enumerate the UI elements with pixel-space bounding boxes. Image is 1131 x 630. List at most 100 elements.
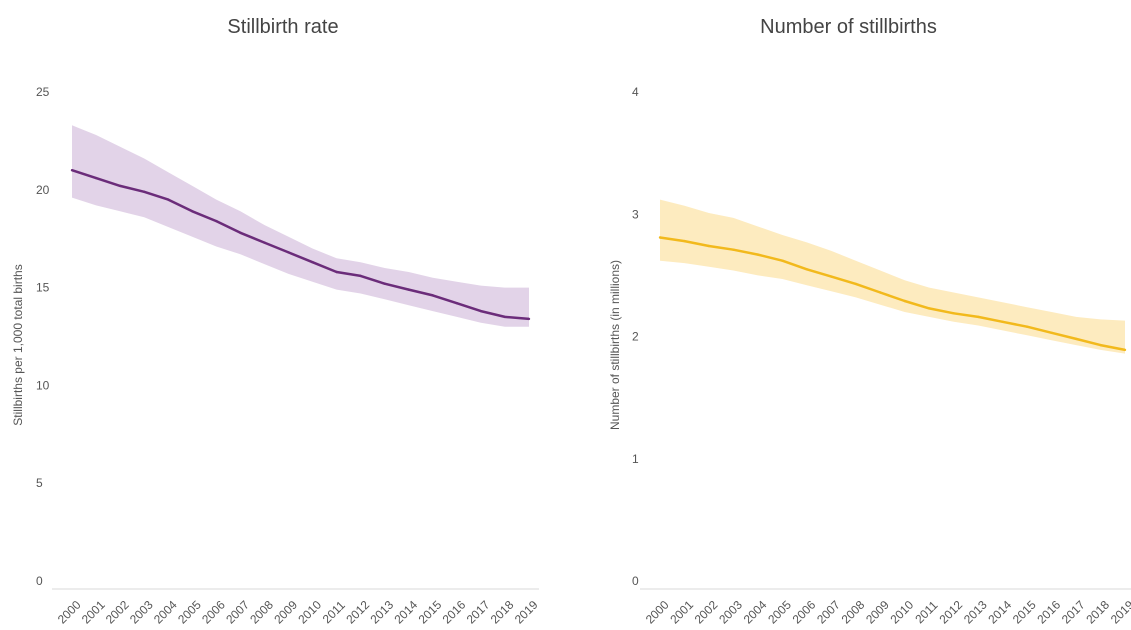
y-axis-title: Stillbirths per 1,000 total births [11,264,25,425]
stillbirth-rate-chart: 0 5 10 15 20 25 Stillbirths per 1,000 total bi… [11,85,541,627]
data-point [191,210,194,213]
data-point [658,236,662,239]
x-tick-label: 2010 [887,598,916,627]
y-tick-label: 5 [36,476,43,490]
data-point [239,231,242,234]
x-tick-label: 2014 [391,598,420,627]
x-tick-label: 2014 [985,598,1014,627]
x-tick-label: 2017 [1059,598,1088,627]
x-tick-label: 2009 [863,598,892,627]
data-point [479,309,483,313]
x-tick-label: 2018 [1083,598,1112,627]
chart-title: Number of stillbirths [760,16,937,38]
data-point [335,270,338,274]
uncertainty-band [72,125,529,327]
data-point [527,317,531,321]
x-tick-label: 2004 [741,598,770,627]
y-tick-label: 0 [632,574,639,588]
x-tick-label: 2010 [295,598,324,627]
series-line [659,236,1126,352]
data-point [431,294,434,297]
y-tick-label: 10 [36,378,50,392]
data-point [215,219,218,223]
data-point [830,275,833,278]
y-tick-label: 0 [36,574,43,588]
x-tick-label: 2002 [103,598,132,627]
x-tick-label: 2006 [199,598,228,627]
stillbirth-rate-panel: Stillbirth rate 0 5 10 15 20 25 Stillbirths pe… [11,16,541,627]
data-point [928,307,931,310]
data-point [903,299,906,303]
x-tick-label: 2003 [716,598,745,627]
series-line [71,169,530,321]
data-point [455,302,458,305]
data-point [1001,320,1004,323]
x-tick-label: 2002 [692,598,721,627]
data-point [143,190,146,193]
data-point [359,274,362,278]
chart-title: Stillbirth rate [227,16,339,38]
data-point [683,239,686,243]
x-tick-label: 2015 [1010,598,1039,627]
x-tick-label: 2001 [79,598,108,627]
x-tick-label: 2017 [464,598,493,627]
y-tick-label: 25 [36,85,50,99]
x-tick-label: 2008 [247,598,276,627]
x-tick-label: 2016 [440,598,469,627]
x-tick-label: 2015 [416,598,445,627]
data-point [977,315,980,319]
data-point [1099,343,1102,347]
x-tick-label: 2009 [271,598,300,627]
x-tick-label: 2013 [367,598,396,627]
data-point [167,198,170,201]
x-tick-label: 2012 [343,598,372,627]
data-point [383,282,386,285]
x-tick-label: 2003 [127,598,156,627]
data-point [756,253,760,256]
y-tick-label: 20 [36,183,50,197]
data-point [952,312,955,315]
data-point [311,261,314,264]
x-tick-label: 2001 [667,598,696,627]
y-tick-label: 2 [632,330,639,344]
y-tick-label: 3 [632,207,639,221]
x-tick-label: 2000 [643,598,672,627]
data-point [732,248,735,251]
data-point [1025,325,1029,328]
x-tick-label: 2018 [488,598,517,627]
data-point [118,184,122,188]
data-point [287,251,290,254]
x-tick-label: 2000 [55,598,84,627]
uncertainty-band [660,199,1125,354]
x-tick-label: 2008 [839,598,868,627]
x-tick-label: 2019 [512,598,541,627]
x-tick-label: 2005 [175,598,204,627]
x-tick-label: 2012 [936,598,965,627]
x-tick-label: 2004 [151,598,180,627]
data-point [854,282,857,286]
x-tick-label: 2019 [1108,598,1131,627]
x-tick-label: 2011 [320,598,348,626]
number-of-stillbirths-chart: 0 1 2 3 4 Number of stillbirths (in millions)… [608,85,1131,627]
number-of-stillbirths-panel: Number of stillbirths 0 1 2 3 4 Number of sti… [566,0,1131,630]
x-tick-label: 2007 [223,598,252,627]
data-point [94,176,98,180]
data-point [805,268,808,271]
data-point [781,259,784,262]
y-tick-label: 4 [632,85,639,99]
x-tick-label: 2007 [814,598,843,627]
x-tick-label: 2005 [765,598,794,627]
x-tick-label: 2006 [790,598,819,627]
data-point [1074,337,1078,341]
data-point [1050,331,1053,334]
x-tick-label: 2016 [1034,598,1063,627]
data-point [503,315,507,319]
data-point [879,291,882,294]
y-axis-title: Number of stillbirths (in millions) [608,260,622,430]
y-tick-label: 15 [36,281,50,295]
data-point [263,241,266,244]
y-tick-label: 1 [632,452,639,466]
data-point [70,169,74,172]
x-tick-label: 2013 [961,598,990,627]
data-point [407,288,410,291]
